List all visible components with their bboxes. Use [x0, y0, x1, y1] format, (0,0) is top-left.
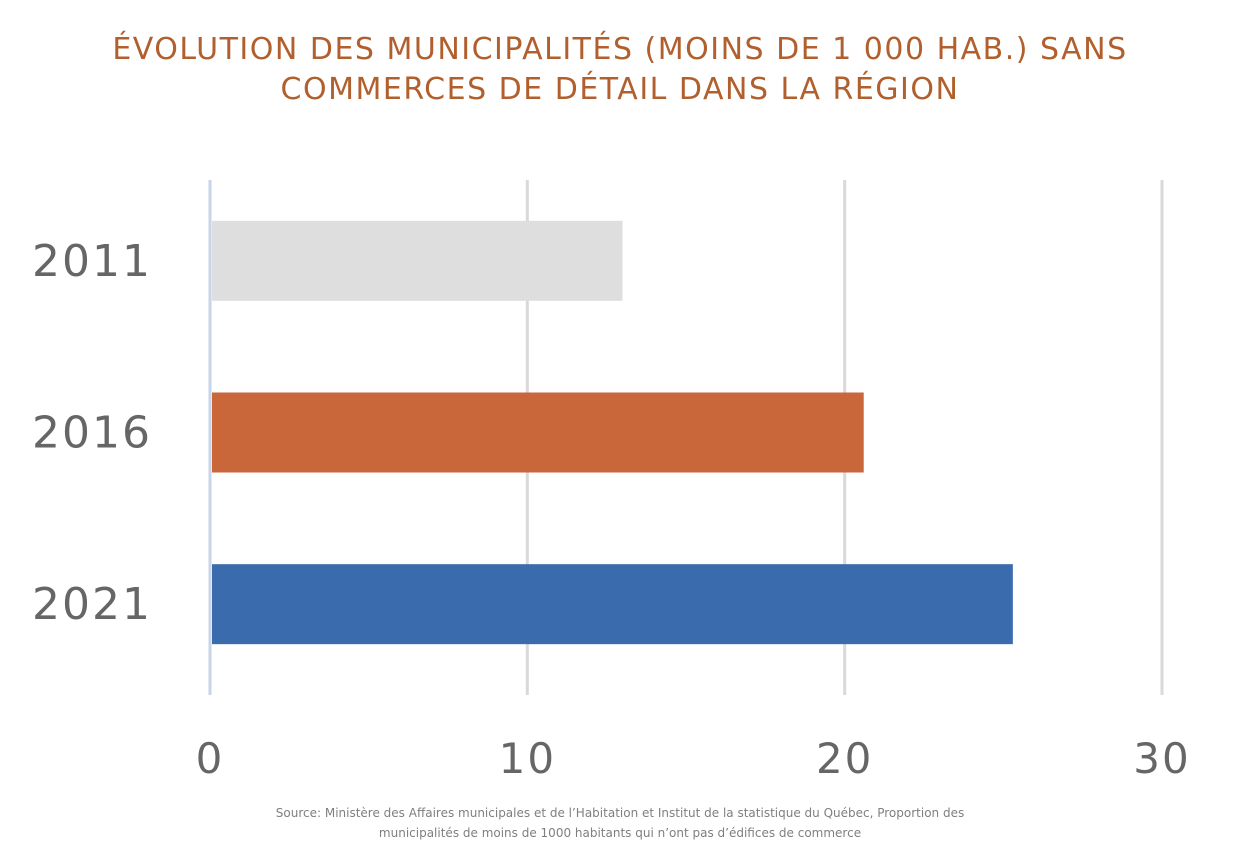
bar-2016 [212, 392, 864, 473]
tick-labels: 0 10 20 30 [196, 734, 1190, 783]
category-labels: 2011 2016 2021 [32, 236, 152, 630]
tick-label-30: 30 [1133, 734, 1190, 783]
source-note: Source: Ministère des Affaires municipal… [275, 806, 965, 840]
tick-label-0: 0 [196, 734, 225, 783]
bar-2021 [212, 564, 1013, 645]
category-label-2016: 2016 [32, 408, 152, 459]
tick-label-20: 20 [816, 734, 873, 783]
category-label-2011: 2011 [32, 236, 152, 287]
category-label-2021: 2021 [32, 579, 152, 630]
bar-2011 [212, 220, 623, 301]
chart-title: ÉVOLUTION DES MUNICIPALITÉS (MOINS DE 1 … [112, 32, 1128, 107]
tick-label-10: 10 [499, 734, 556, 783]
bars [212, 220, 1013, 645]
